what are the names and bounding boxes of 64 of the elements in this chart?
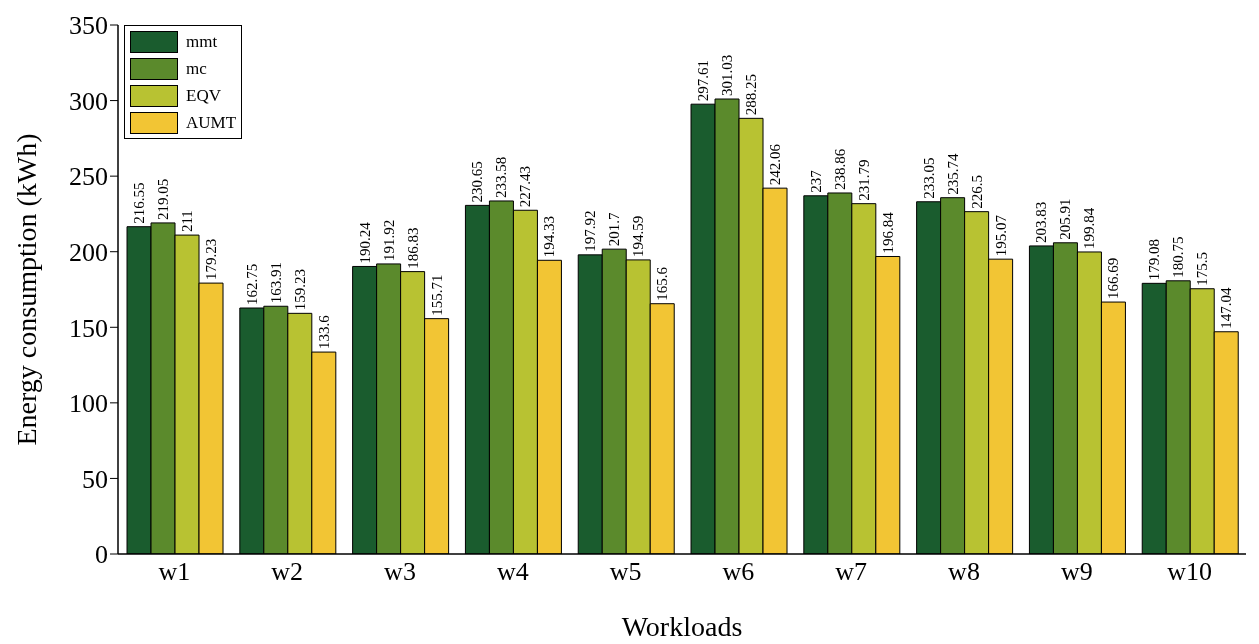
data-label: 231.79 [855,159,872,201]
data-label: 237 [807,169,824,193]
data-label: 196.84 [879,211,896,254]
data-label: 159.23 [291,269,308,311]
data-label: 163.91 [267,262,284,304]
data-label: 211 [179,210,196,233]
y-axis-title: Energy consumption (kWh) [10,133,42,446]
data-label: 166.69 [1105,257,1122,300]
data-label: 242.06 [767,143,784,186]
y-tick-label: 50 [82,464,108,494]
legend-label: mmt [186,31,218,52]
data-label: 238.86 [831,148,848,190]
x-tick-label: w3 [384,557,416,587]
y-tick-label: 350 [69,11,108,41]
x-tick-label: w2 [271,557,304,587]
y-tick-label: 100 [69,389,108,419]
data-label: 230.65 [469,161,486,203]
data-label: 197.92 [582,210,599,252]
data-label: 179.23 [203,238,220,281]
y-tick-label: 200 [69,237,108,267]
data-label: 227.43 [517,166,534,208]
x-tick-label: w4 [496,557,529,587]
data-label: 233.05 [920,157,937,199]
data-label: 194.33 [541,216,558,258]
data-label: 165.6 [654,266,671,301]
data-label: 147.04 [1218,287,1235,329]
data-label: 201.7 [606,211,623,247]
x-axis-title: Workloads [621,611,743,642]
data-label: 194.59 [630,215,647,257]
data-label: 155.71 [428,274,445,316]
legend-label: mc [186,58,207,79]
x-tick-label: w8 [948,557,980,587]
x-tick-label: w1 [158,557,191,587]
legend-label: EQV [186,85,221,106]
data-label: 219.05 [155,178,172,220]
y-tick-label: 0 [95,540,108,570]
data-label: 191.92 [380,219,397,261]
x-tick-label: w9 [1060,557,1093,587]
data-label: 199.84 [1081,207,1098,249]
data-label: 301.03 [719,54,736,97]
data-label: 186.83 [404,227,421,269]
data-label: 180.75 [1170,236,1187,278]
data-label: 195.07 [992,214,1009,257]
x-tick-label: w6 [722,557,755,587]
data-label: 297.61 [695,59,712,102]
data-label: 205.91 [1057,198,1074,240]
x-tick-label: w5 [609,557,642,587]
data-label: 288.25 [743,74,760,116]
data-label: 162.75 [243,263,260,306]
x-tick-label: w10 [1167,557,1212,587]
data-label: 235.74 [944,152,961,195]
data-label: 226.5 [968,174,985,209]
data-label: 203.83 [1033,201,1050,243]
legend-label: AUMT [186,112,237,133]
y-tick-label: 250 [69,162,108,192]
x-tick-label: w7 [835,557,868,587]
data-label: 216.55 [131,182,148,224]
y-tick-label: 300 [69,86,108,116]
data-label: 179.08 [1146,239,1163,281]
y-tick-label: 150 [69,313,108,343]
data-label: 133.6 [315,314,332,350]
data-label: 190.24 [356,221,373,264]
data-label: 175.5 [1194,251,1211,286]
data-label: 233.58 [493,156,510,198]
